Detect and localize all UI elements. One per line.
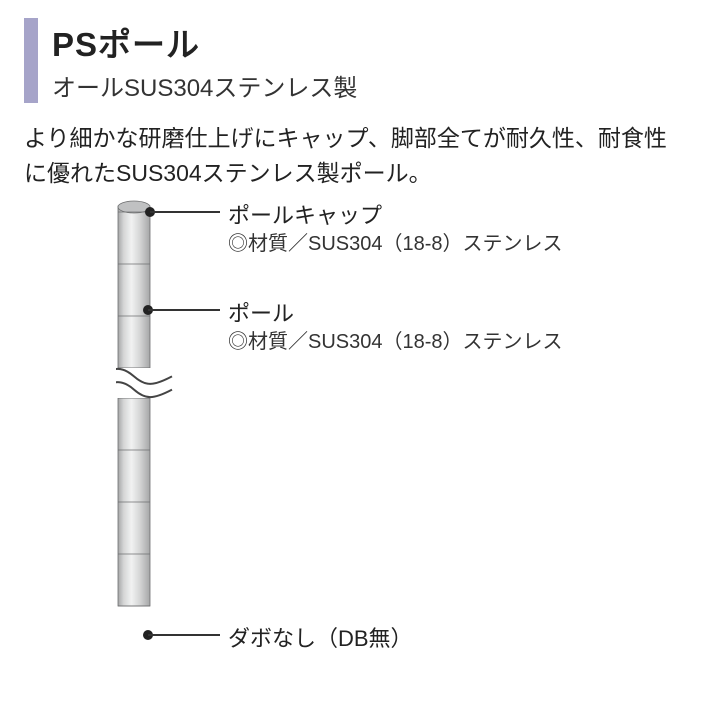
callout-title: ポール	[228, 301, 563, 327]
callout-leader-line	[150, 211, 220, 213]
callout-cap: ポールキャップ◎材質／SUS304（18-8）ステンレス	[228, 203, 563, 258]
diagram-area: ポールキャップ◎材質／SUS304（18-8）ステンレスポール◎材質／SUS30…	[0, 200, 710, 700]
callout-leader-line	[148, 309, 220, 311]
page-title: PSポール	[52, 18, 357, 66]
callout-title: ダボなし（DB無）	[228, 626, 413, 652]
page-subtitle: オールSUS304ステンレス製	[52, 68, 357, 103]
callout-detail: ◎材質／SUS304（18-8）ステンレス	[228, 329, 563, 356]
callout-pole: ポール◎材質／SUS304（18-8）ステンレス	[228, 301, 563, 356]
callout-leader-line	[148, 634, 220, 636]
callout-bottom: ダボなし（DB無）	[228, 626, 413, 652]
callout-detail: ◎材質／SUS304（18-8）ステンレス	[228, 231, 563, 258]
description-text: より細かな研磨仕上げにキャップ、脚部全てが耐久性、耐食性に優れたSUS304ステ…	[0, 103, 710, 190]
header-accent-bar	[24, 18, 38, 103]
header-block: PSポール オールSUS304ステンレス製	[0, 0, 710, 103]
header-text-group: PSポール オールSUS304ステンレス製	[52, 18, 357, 103]
callout-title: ポールキャップ	[228, 203, 563, 229]
pole-diagram	[116, 200, 188, 616]
